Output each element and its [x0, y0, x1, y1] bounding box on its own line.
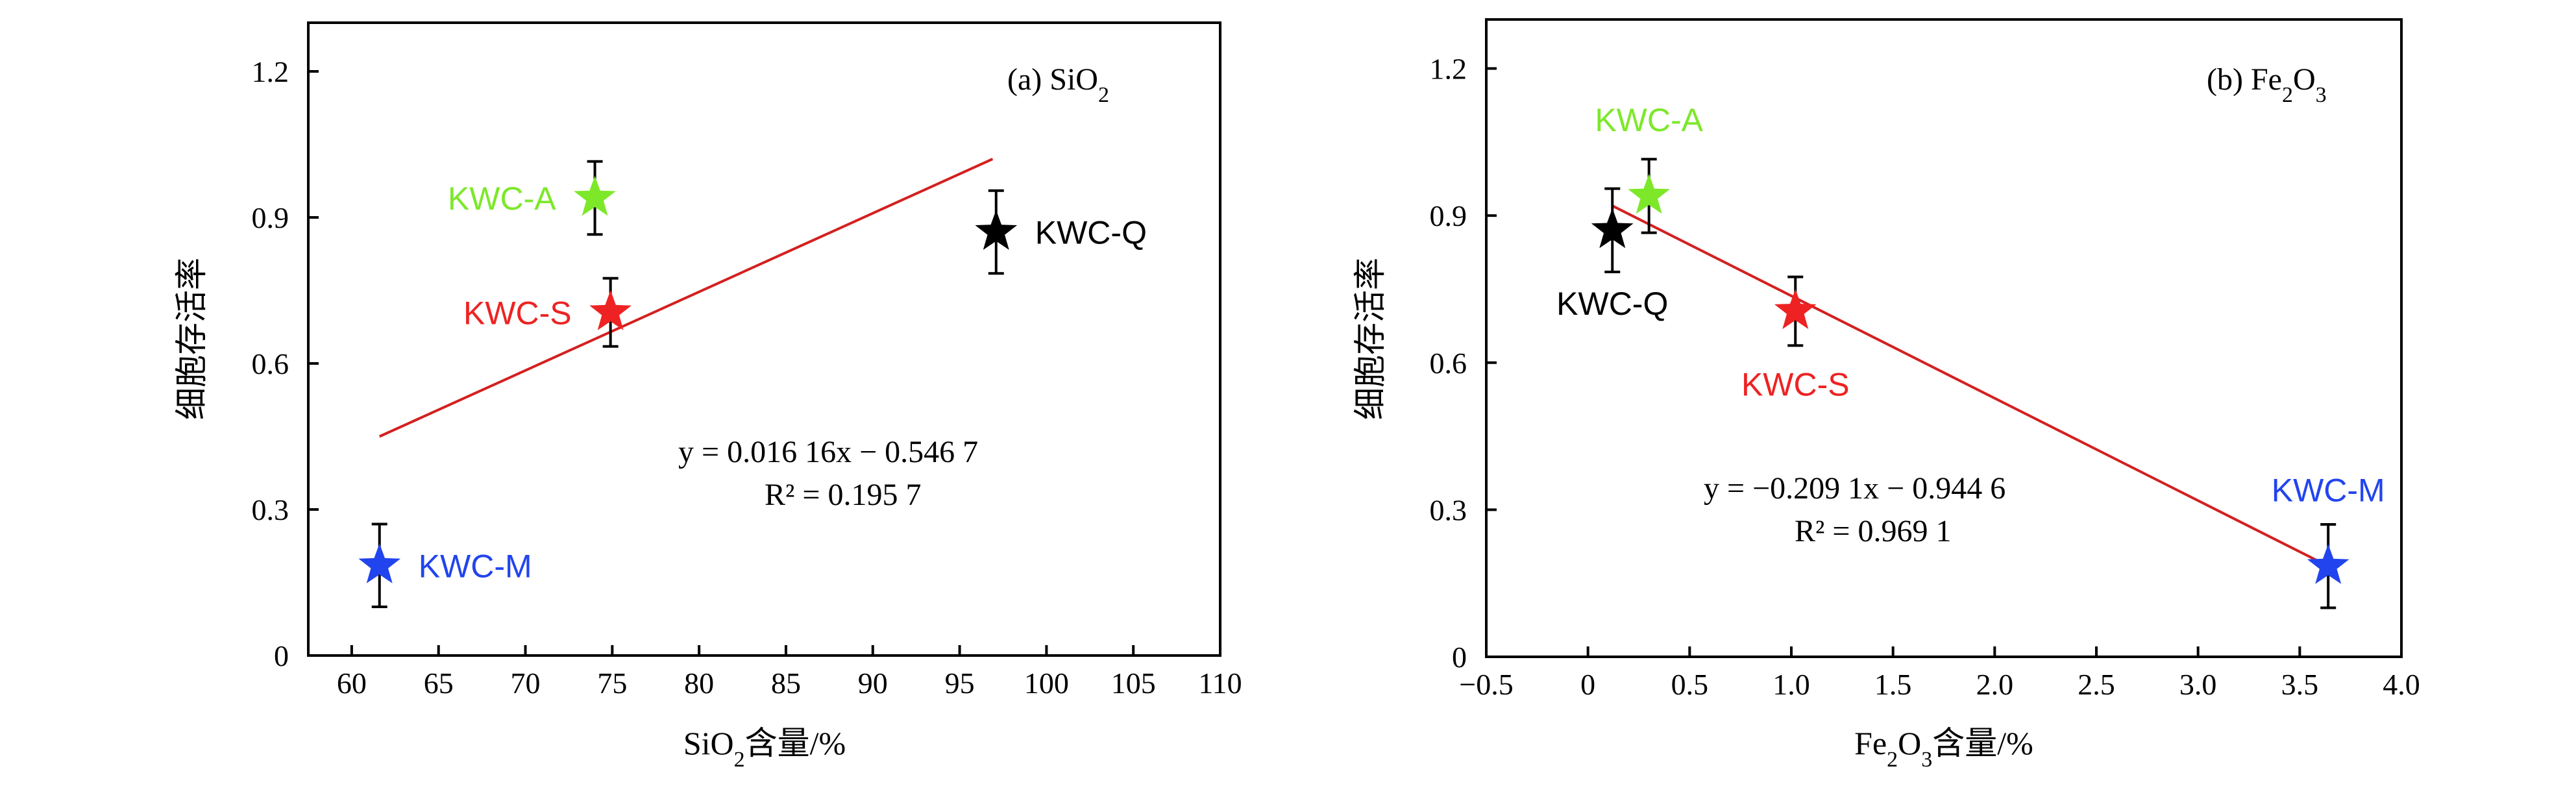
panel-b-point-kwc-m — [2307, 544, 2349, 584]
panel-b-point-kwc-q — [1591, 208, 1634, 249]
panel-a-ytick-label: 0 — [274, 639, 289, 672]
panel-b-xtick-label: 2.0 — [1976, 668, 2014, 701]
panel-b-point-kwc-s — [1774, 289, 1817, 329]
panel-a-xtick-label: 95 — [945, 667, 975, 700]
panel-b-xtick-label: 2.5 — [2078, 668, 2115, 701]
panel-b-equation-line2: R² = 0.969 1 — [1795, 514, 1951, 548]
panel-b-ytick-label: 1.2 — [1430, 53, 1467, 86]
panel-b-point-label-kwc-m: KWC-M — [2272, 472, 2385, 508]
panel-b-fit-line — [1612, 204, 2329, 568]
panel-a-xlabel: SiO2含量/% — [683, 725, 846, 772]
panel-b-points: KWC-A KWC-Q KWC-S KWC-M — [1556, 102, 2385, 609]
panel-a-ytick-label: 0.6 — [252, 347, 289, 380]
panel-a-point-label-kwc-a: KWC-A — [448, 180, 556, 217]
panel-a-xtick-label: 80 — [684, 667, 714, 700]
panel-b-xtick-label: 3.0 — [2179, 668, 2217, 701]
panel-a-ytick-label: 0.9 — [252, 201, 289, 234]
panel-b-frame — [1485, 18, 2403, 658]
panel-a-ytick-label: 0.3 — [252, 493, 289, 526]
panel-a-point-label-kwc-q: KWC-Q — [1035, 215, 1147, 251]
panel-b-ticks: −0.5 0 0.5 1.0 1.5 2.0 2.5 3.0 3.5 4.000.30.60.91… — [1430, 53, 2420, 701]
panel-a-equation-line2: R² = 0.195 7 — [765, 478, 921, 512]
panel-a-point-label-kwc-s: KWC-S — [463, 295, 572, 331]
panel-b-ytick-label: 0.9 — [1430, 199, 1467, 232]
panel-b-point-label-kwc-a: KWC-A — [1595, 102, 1703, 138]
panel-a-fit-line — [378, 158, 994, 438]
panel-b-xtick-label: 0.5 — [1671, 668, 1709, 701]
panel-a-point-kwc-m — [358, 543, 401, 583]
panel-a: 60 65 70 75 80 85 90 95 100 105 110 0 0.3 0.6 0.9 1.2 K… — [173, 21, 1242, 772]
panel-b-xtick-label: 4.0 — [2383, 668, 2420, 701]
panel-b-xtick-label: 3.5 — [2281, 668, 2319, 701]
panel-b-xtick-label: 1.5 — [1874, 668, 1912, 701]
panel-a-xtick-label: 85 — [771, 667, 801, 700]
panel-a-frame — [307, 21, 1221, 657]
panel-b: −0.5 0 0.5 1.0 1.5 2.0 2.5 3.0 3.5 4.000.30.60.91… — [1352, 18, 2420, 772]
panel-a-equation-line1: y = 0.016 16x − 0.546 7 — [678, 435, 978, 469]
panel-a-ticks: 60 65 70 75 80 85 90 95 100 105 110 0 0.3 0.6 0.9 1.2 — [252, 55, 1242, 700]
panel-a-label: (a) SiO2 — [1007, 62, 1109, 107]
panel-b-point-label-kwc-s: KWC-S — [1741, 366, 1850, 402]
panel-a-xtick-label: 105 — [1111, 667, 1156, 700]
panel-b-xtick-label: 1.0 — [1773, 668, 1810, 701]
panel-a-fit-layer — [378, 158, 994, 438]
panel-b-xtick-label: 0 — [1580, 668, 1595, 701]
panel-a-xtick-label: 75 — [597, 667, 627, 700]
panel-a-points: KWC-A KWC-S KWC-Q KWC-M — [358, 160, 1147, 608]
panel-a-xtick-label: 70 — [511, 667, 541, 700]
panel-b-xlabel: Fe2O3含量/% — [1854, 725, 2033, 772]
panel-a-xtick-label: 60 — [337, 667, 367, 700]
panel-b-label: (b) Fe2O3 — [2207, 62, 2327, 107]
panel-a-xtick-label: 90 — [858, 667, 888, 700]
panel-a-ytick-label: 1.2 — [252, 55, 289, 88]
panel-b-ytick-label: 0.3 — [1430, 493, 1467, 526]
panel-b-ytick-label: 0 — [1452, 641, 1467, 674]
panel-b-ytick-label: 0.6 — [1430, 347, 1467, 380]
panel-b-fit-layer — [1612, 204, 2329, 568]
panel-b-equation-line1: y = −0.209 1x − 0.944 6 — [1704, 471, 2006, 506]
panel-b-point-kwc-a — [1628, 173, 1670, 214]
panel-b-ylabel: 细胞存活率 — [1352, 258, 1388, 420]
panel-a-xtick-label: 110 — [1198, 667, 1242, 700]
panel-a-xtick-label: 100 — [1024, 667, 1069, 700]
panel-a-point-kwc-q — [975, 210, 1018, 250]
panel-a-point-label-kwc-m: KWC-M — [419, 548, 532, 584]
panel-b-point-label-kwc-q: KWC-Q — [1556, 286, 1668, 322]
panel-a-point-kwc-s — [589, 290, 632, 330]
panel-b-xtick-label: −0.5 — [1459, 668, 1513, 701]
panel-a-ylabel: 细胞存活率 — [173, 258, 210, 420]
panel-a-point-kwc-a — [574, 176, 616, 216]
panel-a-xtick-label: 65 — [424, 667, 454, 700]
